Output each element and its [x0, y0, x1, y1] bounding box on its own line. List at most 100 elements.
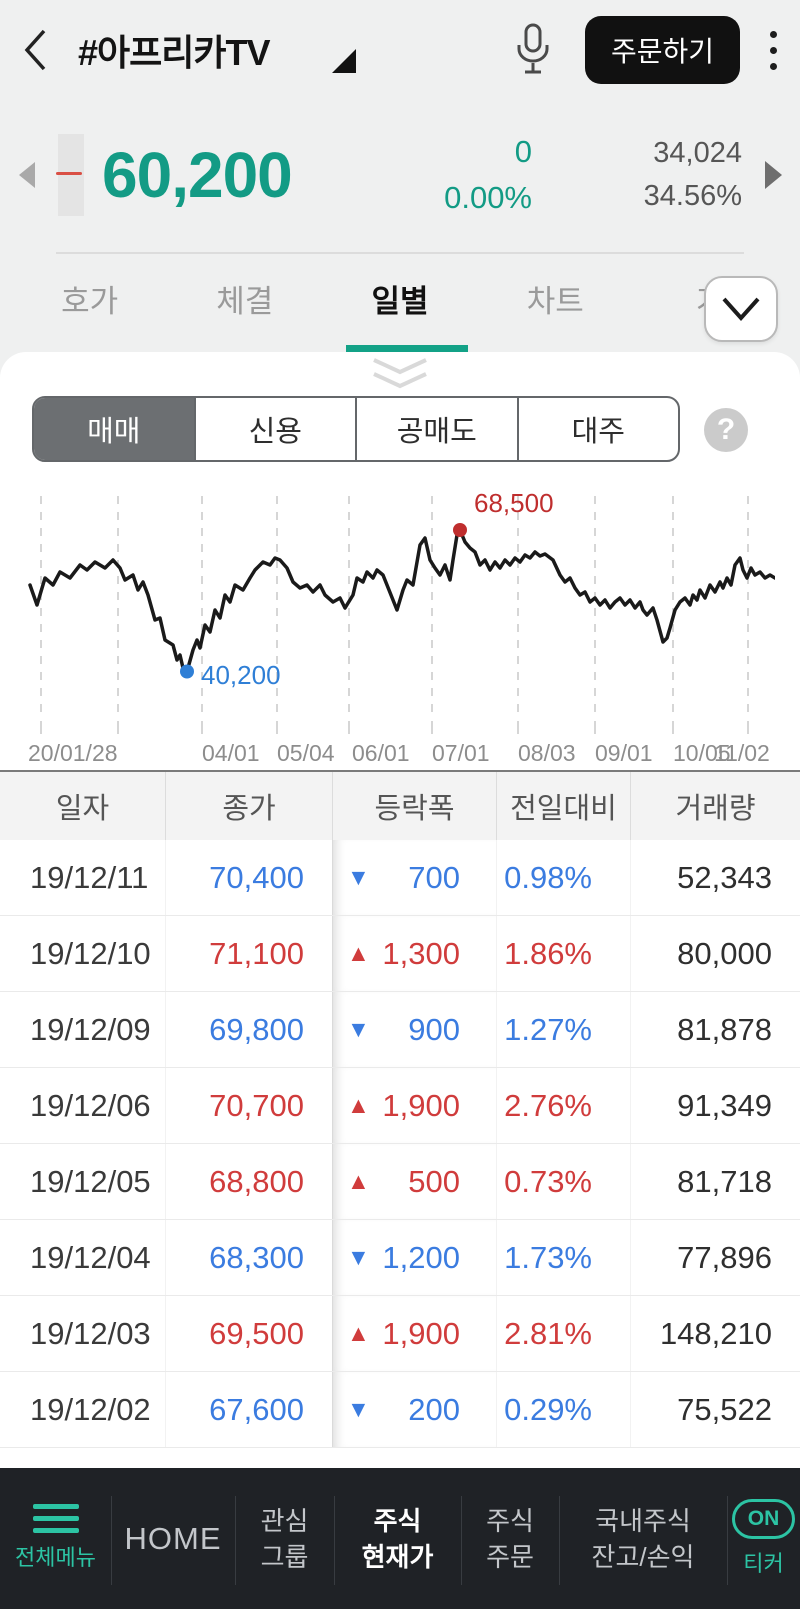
- voice-search-button[interactable]: [511, 20, 555, 80]
- segment-credit[interactable]: 신용: [193, 398, 356, 460]
- nav-stock-order[interactable]: 주식 주문: [461, 1468, 559, 1609]
- high-value-label: 68,500: [474, 488, 554, 518]
- table-row[interactable]: 19/12/03 69,500 ▲ 1,900 2.81% 148,210: [0, 1296, 800, 1372]
- arrow-up-icon: ▲: [347, 1320, 370, 1346]
- x-axis-label: 20/01/28: [28, 740, 118, 766]
- tab-chegyeol[interactable]: 체결: [216, 283, 274, 319]
- section-tabs: 호가체결일별차트거: [0, 250, 800, 352]
- back-button[interactable]: [22, 22, 62, 78]
- cell-volume: 81,878: [630, 992, 800, 1067]
- table-row[interactable]: 19/12/09 69,800 ▼ 900 1.27% 81,878: [0, 992, 800, 1068]
- tab-hoga[interactable]: 호가: [61, 283, 119, 319]
- content-sheet: 매매 신용 공매도 대주 ? 68,500 40,200 20/01/28 04/01 05/…: [0, 352, 800, 1468]
- cell-change: ▲ 1,300: [332, 916, 496, 991]
- table-row[interactable]: 19/12/10 71,100 ▲ 1,300 1.86% 80,000: [0, 916, 800, 992]
- cell-percent: 1.73%: [496, 1220, 630, 1295]
- table-header-row: 일자 종가 등락폭 전일대비 거래량: [0, 770, 800, 840]
- x-axis-label: 05/04: [277, 740, 335, 766]
- cell-change: ▼ 700: [332, 840, 496, 915]
- prev-stock-button[interactable]: [14, 155, 40, 195]
- change-value: 500: [408, 1163, 460, 1199]
- collapse-handle[interactable]: [0, 352, 800, 392]
- cell-date: 19/12/02: [30, 1391, 151, 1427]
- arrow-right-icon: [764, 161, 782, 189]
- top-app-bar: #아프리카TV 주문하기: [0, 0, 800, 100]
- current-price: 60,200: [102, 139, 293, 211]
- segment-stock-loan[interactable]: 대주: [516, 398, 679, 460]
- cell-date: 19/12/11: [30, 859, 149, 895]
- cell-close: 70,700: [165, 1068, 332, 1143]
- price-line-chart: 68,500 40,200 20/01/28 04/01 05/04 06/01 07/01…: [25, 488, 777, 770]
- cell-change: ▼ 1,200: [332, 1220, 496, 1295]
- arrow-up-icon: ▲: [347, 1092, 370, 1118]
- nav-item-label: 주문: [486, 1541, 534, 1572]
- volume-value: 34,024: [653, 137, 742, 169]
- arrow-up-icon: ▲: [347, 1168, 370, 1194]
- cell-volume: 77,896: [630, 1220, 800, 1295]
- nav-stock-quote[interactable]: 주식 현재가: [334, 1468, 461, 1609]
- cell-percent: 0.98%: [496, 840, 630, 915]
- nav-item-label: 국내주식: [595, 1505, 691, 1536]
- change-percent: 0.00%: [444, 180, 532, 215]
- nav-home[interactable]: HOME: [111, 1468, 235, 1609]
- cell-close: 68,800: [165, 1144, 332, 1219]
- table-row[interactable]: 19/12/04 68,300 ▼ 1,200 1.73% 77,896: [0, 1220, 800, 1296]
- nav-item-label: 전체메뉴: [15, 1545, 96, 1570]
- x-axis-label: 06/01: [352, 740, 410, 766]
- segment-trading[interactable]: 매매: [34, 398, 194, 460]
- arrow-down-icon: ▼: [347, 864, 370, 890]
- next-stock-button[interactable]: [760, 155, 786, 195]
- cell-date: 19/12/04: [30, 1239, 151, 1275]
- cell-date: 19/12/06: [30, 1087, 151, 1123]
- menu-icon: [32, 1504, 79, 1533]
- cell-close: 68,300: [165, 1220, 332, 1295]
- segment-short-selling[interactable]: 공매도: [355, 398, 517, 460]
- cell-close: 69,500: [165, 1296, 332, 1371]
- change-value: 1,300: [382, 935, 460, 971]
- x-axis-label: 09/01: [595, 740, 653, 766]
- active-tab-underline: [346, 345, 468, 352]
- change-value: 0: [514, 134, 532, 169]
- more-menu-button[interactable]: [768, 27, 778, 74]
- cell-volume: 52,343: [630, 840, 800, 915]
- order-button[interactable]: 주문하기: [584, 16, 740, 84]
- change-value: 200: [408, 1391, 460, 1427]
- microphone-icon: [517, 23, 549, 74]
- tab-chart[interactable]: 차트: [526, 283, 584, 319]
- column-header: 등락폭: [332, 772, 496, 840]
- high-point-dot: [453, 523, 467, 537]
- table-row[interactable]: 19/12/06 70,700 ▲ 1,900 2.76% 91,349: [0, 1068, 800, 1144]
- price-range-gauge: [56, 134, 84, 216]
- nav-item-label: 그룹: [260, 1541, 309, 1572]
- table-row[interactable]: 19/12/02 67,600 ▼ 200 0.29% 75,522: [0, 1372, 800, 1448]
- x-axis-label: 07/01: [432, 740, 490, 766]
- nav-all-menu[interactable]: 전체메뉴: [0, 1468, 111, 1609]
- cell-change: ▲ 1,900: [332, 1068, 496, 1143]
- tabs-hairline: [56, 252, 744, 254]
- cell-percent: 0.73%: [496, 1144, 630, 1219]
- bottom-navigation: 전체메뉴 HOME 관심 그룹 주식 현재가 주식 주문 국내주식 잔고/손익 ON 티커: [0, 1468, 800, 1609]
- table-row[interactable]: 19/12/11 70,400 ▼ 700 0.98% 52,343: [0, 840, 800, 916]
- stock-title[interactable]: #아프리카TV: [78, 32, 271, 73]
- nav-ticker[interactable]: ON 티커: [727, 1468, 800, 1609]
- stat-block: 34,024 34.56%: [562, 137, 742, 213]
- cell-percent: 2.76%: [496, 1068, 630, 1143]
- arrow-left-icon: [19, 162, 35, 188]
- x-axis-label: 04/01: [202, 740, 260, 766]
- title-dropdown-triangle-icon[interactable]: [331, 49, 356, 73]
- nav-item-label: 잔고/손익: [591, 1541, 695, 1572]
- arrow-down-icon: ▼: [347, 1016, 370, 1042]
- tab-daily[interactable]: 일별: [371, 283, 429, 319]
- tab-list-dropdown-button[interactable]: [704, 276, 778, 342]
- chart-canvas: [28, 496, 777, 734]
- nav-watch-group[interactable]: 관심 그룹: [235, 1468, 334, 1609]
- table-row[interactable]: 19/12/05 68,800 ▲ 500 0.73% 81,718: [0, 1144, 800, 1220]
- change-value: 900: [408, 1011, 460, 1047]
- cell-percent: 1.86%: [496, 916, 630, 991]
- nav-item-label: 티커: [743, 1550, 784, 1576]
- daily-price-table: 일자 종가 등락폭 전일대비 거래량 19/12/11 70,400 ▼ 700 0.98% 52…: [0, 770, 800, 1448]
- help-button[interactable]: ?: [704, 408, 748, 452]
- change-value: 1,900: [382, 1087, 460, 1123]
- gauge-marker: [56, 172, 82, 175]
